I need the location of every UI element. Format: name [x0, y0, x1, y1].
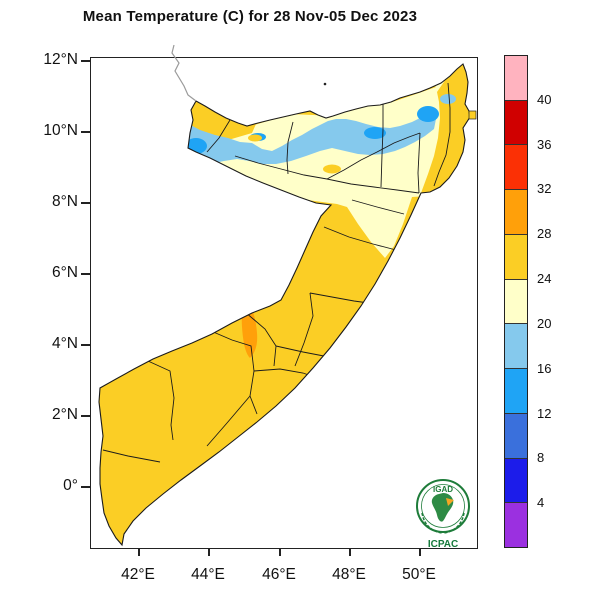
colorbar-tick-label: 8 — [537, 450, 545, 466]
y-axis-label: 0° — [63, 477, 78, 494]
y-axis-tick — [81, 273, 90, 275]
igad-icpac-logo: IGAD ICPAC — [416, 479, 470, 549]
x-axis-label: 42°E — [121, 566, 155, 583]
x-axis-label: 50°E — [402, 566, 436, 583]
colorbar-tick-label: 36 — [537, 136, 552, 152]
x-axis-tick — [279, 549, 281, 556]
x-axis-tick — [208, 549, 210, 556]
x-axis-tick — [138, 549, 140, 556]
y-axis-tick — [81, 202, 90, 204]
colorbar-tick-label: 16 — [537, 360, 552, 376]
x-axis-label: 48°E — [332, 566, 366, 583]
y-axis-tick — [81, 344, 90, 346]
logo-icpac-text: ICPAC — [428, 539, 458, 549]
colorbar-segment — [505, 412, 527, 458]
colorbar-segment — [505, 189, 527, 234]
y-axis-label: 8°N — [51, 193, 78, 210]
y-axis-tick — [81, 131, 90, 133]
colorbar-tick-label: 40 — [537, 91, 552, 107]
y-axis-tick — [81, 60, 90, 62]
chart-title: Mean Temperature (C) for 28 Nov-05 Dec 2… — [82, 8, 418, 25]
y-axis-tick — [81, 486, 90, 488]
logo-horn-highlight — [446, 498, 454, 506]
y-axis-label: 10°N — [43, 122, 78, 139]
x-axis-tick — [419, 549, 421, 556]
colorbar-segment — [505, 368, 527, 413]
y-axis-tick — [81, 415, 90, 417]
y-axis-label: 12°N — [43, 51, 78, 68]
x-axis-label: 46°E — [262, 566, 296, 583]
colorbar — [504, 55, 528, 548]
colorbar-segment — [505, 56, 527, 100]
colorbar-segment — [505, 233, 527, 279]
y-axis-label: 2°N — [51, 406, 78, 423]
logo-igad-text: IGAD — [433, 485, 453, 494]
colorbar-segment — [505, 502, 527, 548]
colorbar-segment — [505, 144, 527, 190]
colorbar-segment — [505, 323, 527, 369]
x-axis-tick — [349, 549, 351, 556]
y-axis-label: 4°N — [51, 335, 78, 352]
colorbar-tick-label: 4 — [537, 495, 545, 511]
colorbar-segment — [505, 457, 527, 503]
colorbar-tick-label: 24 — [537, 271, 552, 287]
colorbar-segment — [505, 278, 527, 324]
colorbar-tick-label: 20 — [537, 315, 552, 331]
colorbar-tick-label: 32 — [537, 181, 552, 197]
colorbar-tick-label: 28 — [537, 226, 552, 242]
y-axis-label: 6°N — [51, 264, 78, 281]
logo-inner-ring — [421, 484, 465, 528]
x-axis-label: 44°E — [191, 566, 225, 583]
logo-laurel-left — [421, 512, 444, 534]
colorbar-tick-label: 12 — [537, 405, 552, 421]
colorbar-segment — [505, 99, 527, 145]
logo-laurel-right — [442, 512, 465, 534]
